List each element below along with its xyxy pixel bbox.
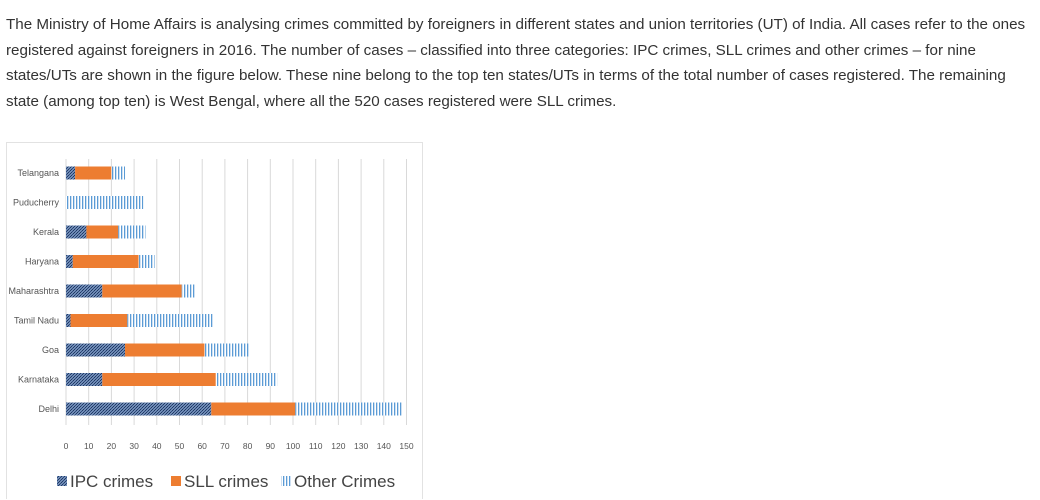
legend-swatch bbox=[171, 476, 181, 486]
bar-segment-other-crimes bbox=[66, 196, 144, 209]
bar-segment-other-crimes bbox=[138, 255, 155, 268]
x-tick-label: 0 bbox=[64, 441, 69, 451]
chart-container: Telangana Puducherry Kerala Haryana Maharash… bbox=[6, 142, 423, 499]
bar-segment-other-crimes bbox=[215, 373, 278, 386]
bar-segment-sll-crimes bbox=[102, 373, 216, 386]
category-label: Goa bbox=[42, 345, 59, 355]
bar-segment-ipc-crimes bbox=[66, 314, 71, 327]
stacked-bar-chart: Telangana Puducherry Kerala Haryana Maharash… bbox=[8, 159, 414, 491]
legend-swatch bbox=[281, 476, 291, 486]
bar-segment-sll-crimes bbox=[125, 343, 205, 357]
category-label: Haryana bbox=[25, 257, 59, 267]
question-passage: The Ministry of Home Affairs is analysin… bbox=[6, 16, 1026, 110]
x-tick-label: 40 bbox=[152, 441, 162, 451]
x-axis-ticks: 0 10 20 30 40 50 60 70 80 90 100 110 120 130 140 150 bbox=[64, 441, 414, 451]
x-tick-label: 120 bbox=[331, 441, 345, 451]
x-tick-label: 10 bbox=[84, 441, 94, 451]
bar-segment-ipc-crimes bbox=[66, 284, 103, 298]
bar-segment-other-crimes bbox=[204, 343, 250, 357]
x-tick-label: 30 bbox=[129, 441, 139, 451]
bar-segment-ipc-crimes bbox=[66, 373, 103, 386]
bar-segment-sll-crimes bbox=[75, 166, 112, 180]
bar-segment-sll-crimes bbox=[86, 225, 119, 239]
bar-segment-sll-crimes bbox=[102, 284, 182, 298]
bar-segment-ipc-crimes bbox=[66, 225, 87, 239]
legend: IPC crimes SLL crimes Other Crimes bbox=[57, 472, 395, 491]
x-tick-label: 130 bbox=[354, 441, 368, 451]
bar-segment-other-crimes bbox=[127, 314, 214, 327]
legend-swatch bbox=[57, 476, 67, 486]
legend-label: Other Crimes bbox=[294, 472, 395, 491]
category-labels: Telangana Puducherry Kerala Haryana Maharash… bbox=[8, 168, 59, 414]
legend-label: SLL crimes bbox=[184, 472, 268, 491]
bar-segment-ipc-crimes bbox=[66, 255, 73, 268]
legend-label: IPC crimes bbox=[70, 472, 153, 491]
bar-segment-sll-crimes bbox=[72, 255, 139, 268]
bar-segment-ipc-crimes bbox=[66, 402, 212, 416]
x-tick-label: 110 bbox=[309, 441, 323, 451]
category-label: Delhi bbox=[38, 404, 59, 414]
category-label: Telangana bbox=[17, 168, 59, 178]
bar-segment-sll-crimes bbox=[70, 314, 128, 327]
bar-segment-sll-crimes bbox=[211, 402, 296, 416]
bar-segment-ipc-crimes bbox=[66, 343, 126, 357]
x-tick-label: 90 bbox=[266, 441, 276, 451]
category-label: Kerala bbox=[33, 227, 59, 237]
bar-segment-other-crimes bbox=[118, 225, 146, 239]
x-tick-label: 60 bbox=[197, 441, 207, 451]
bar-segment-other-crimes bbox=[181, 284, 196, 298]
category-label: Puducherry bbox=[13, 198, 60, 208]
bar-segment-other-crimes bbox=[295, 402, 402, 416]
x-tick-label: 50 bbox=[175, 441, 185, 451]
bars bbox=[66, 166, 402, 416]
category-label: Maharashtra bbox=[8, 286, 59, 296]
x-tick-label: 80 bbox=[243, 441, 253, 451]
category-label: Tamil Nadu bbox=[14, 316, 59, 326]
x-tick-label: 150 bbox=[399, 441, 413, 451]
x-tick-label: 20 bbox=[107, 441, 117, 451]
bar-segment-other-crimes bbox=[111, 166, 126, 180]
x-tick-label: 100 bbox=[286, 441, 300, 451]
bar-segment-ipc-crimes bbox=[66, 166, 76, 180]
x-tick-label: 70 bbox=[220, 441, 230, 451]
category-label: Karnataka bbox=[18, 375, 59, 385]
x-tick-label: 140 bbox=[377, 441, 391, 451]
